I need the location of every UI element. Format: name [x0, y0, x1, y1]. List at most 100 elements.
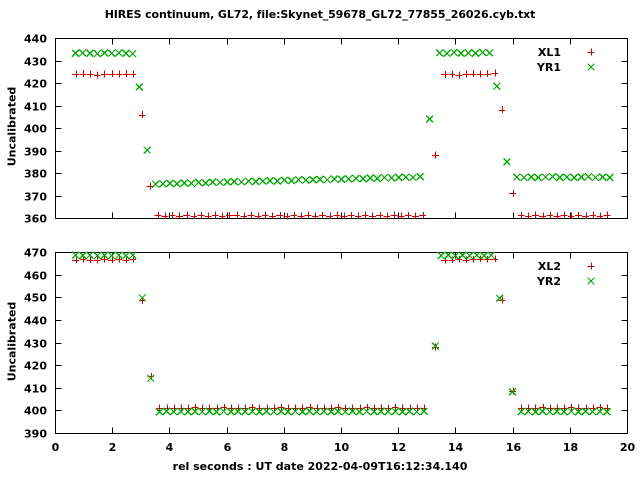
data-point [297, 212, 305, 220]
data-point [563, 173, 571, 181]
data-point [107, 49, 116, 58]
legend-label-XL2[interactable]: XL2 [538, 260, 561, 273]
data-point [435, 48, 444, 57]
data-point [349, 404, 356, 412]
data-point [205, 407, 214, 416]
data-point [305, 407, 314, 416]
data-point [320, 404, 328, 412]
data-point [86, 49, 94, 58]
data-point [411, 212, 419, 220]
data-point [465, 251, 474, 260]
data-point [391, 404, 399, 411]
data-point [298, 404, 306, 412]
data-point [444, 251, 453, 260]
data-point [316, 175, 324, 184]
data-point [457, 49, 465, 58]
data-point [277, 407, 285, 416]
data-point [115, 255, 123, 263]
data-point [323, 175, 332, 184]
data-point [472, 251, 481, 260]
data-point [377, 407, 385, 416]
y-tick-label-top-400: 400 [24, 123, 47, 136]
data-point [233, 211, 241, 219]
data-point [591, 173, 600, 182]
data-point [291, 404, 299, 412]
data-point [190, 212, 198, 220]
data-point [128, 251, 137, 260]
x-tick-label-14: 14 [448, 441, 464, 454]
data-point [442, 49, 451, 58]
data-point [71, 49, 80, 58]
data-point [143, 146, 151, 154]
data-point [269, 407, 278, 416]
data-point [146, 374, 155, 383]
data-point [553, 404, 561, 412]
data-point [390, 211, 398, 219]
data-point [201, 179, 210, 187]
data-point [574, 211, 582, 219]
data-point [161, 212, 169, 220]
data-point [404, 211, 412, 219]
data-point [198, 407, 207, 416]
data-point [240, 212, 248, 220]
data-point [441, 71, 448, 78]
data-point [256, 404, 263, 412]
data-point [476, 70, 484, 78]
data-point [198, 404, 206, 412]
data-point [458, 251, 467, 260]
data-point [197, 211, 205, 219]
x-tick-label-4: 4 [166, 441, 174, 454]
data-point [560, 404, 568, 412]
data-point [341, 404, 349, 412]
x-tick-label-16: 16 [506, 441, 522, 454]
data-point [420, 404, 428, 412]
data-point [513, 173, 521, 181]
data-point [284, 407, 292, 416]
data-point [248, 404, 256, 411]
data-point [100, 251, 109, 260]
data-point [209, 178, 217, 186]
y-tick-label-top-420: 420 [24, 78, 47, 91]
data-point [531, 407, 540, 416]
data-point [448, 256, 456, 264]
y-tick-label-bottom-440: 440 [24, 315, 47, 328]
data-point [370, 407, 378, 416]
data-point [304, 211, 312, 219]
data-point [524, 212, 532, 220]
y-tick-label-top-410: 410 [24, 101, 47, 114]
data-point [567, 404, 575, 411]
data-point [377, 404, 385, 412]
data-point [455, 71, 463, 79]
data-point [237, 178, 246, 186]
data-point [122, 256, 130, 264]
data-point [584, 172, 593, 181]
data-point [605, 173, 614, 182]
data-point [138, 111, 146, 118]
data-point [451, 251, 460, 260]
data-point [347, 211, 355, 219]
data-point [462, 70, 470, 78]
data-point [469, 255, 477, 263]
data-point [311, 212, 319, 220]
data-point [419, 211, 426, 219]
data-point [455, 255, 463, 263]
data-point [241, 404, 249, 412]
data-point [234, 407, 242, 416]
data-point [553, 407, 561, 416]
legend-marker-YR1 [587, 63, 595, 71]
series-XL2 [72, 255, 611, 412]
legend-marker-XL2 [587, 262, 595, 270]
data-point [270, 404, 278, 412]
legend-label-YR1[interactable]: YR1 [536, 61, 561, 74]
data-point [291, 407, 300, 416]
data-point [493, 82, 501, 91]
legend-label-YR2[interactable]: YR2 [536, 275, 561, 288]
data-point [327, 407, 335, 416]
y-tick-label-bottom-400: 400 [24, 405, 47, 418]
data-point [151, 180, 160, 189]
data-point [478, 48, 487, 57]
legend-label-XL1[interactable]: XL1 [538, 46, 561, 59]
